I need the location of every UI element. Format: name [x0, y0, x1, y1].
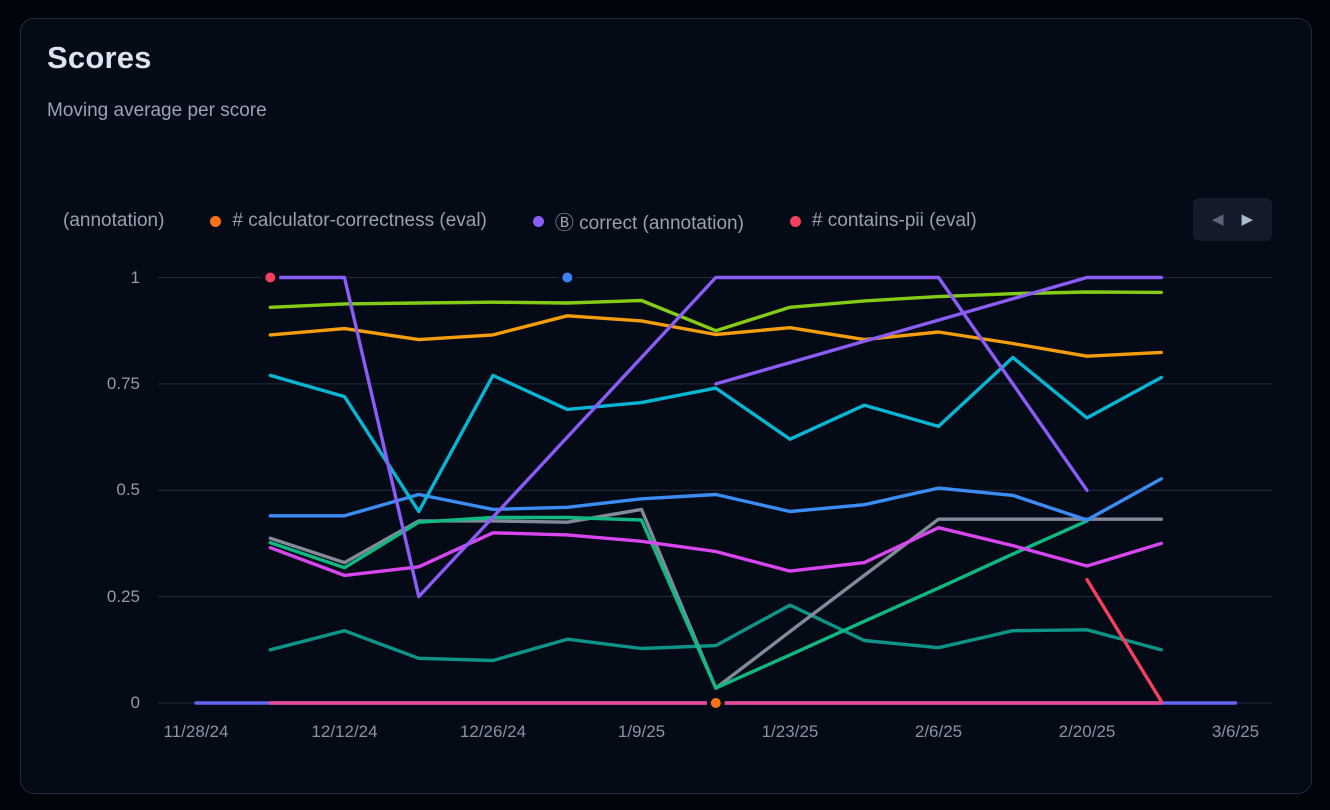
page-title: Scores — [47, 40, 152, 75]
series-blue-line — [268, 477, 1164, 522]
legend-item-label: # contains-pii (eval) — [811, 210, 977, 231]
x-axis-tick-label: 2/20/25 — [1058, 722, 1116, 741]
y-axis-tick-label: 0.75 — [106, 373, 140, 393]
legend-item-0[interactable]: (annotation) — [63, 210, 164, 232]
red-point-marker — [261, 268, 280, 287]
series-fuchsia-line — [268, 526, 1164, 578]
chevron-right-icon: ▶ — [1241, 211, 1254, 228]
legend-dot-icon — [789, 215, 801, 227]
x-axis-tick-label: 12/26/24 — [459, 722, 527, 741]
x-axis-tick-label: 1/9/25 — [617, 722, 666, 741]
series-emerald-line — [268, 515, 1089, 690]
legend-next-button[interactable]: ▶ — [1238, 210, 1258, 229]
y-axis-tick-label: 0 — [130, 693, 140, 712]
legend-item-label: (annotation) — [63, 210, 165, 231]
legend-item-label: Ⓑ correct (annotation) — [554, 212, 744, 234]
legend-item-2[interactable]: Ⓑ correct (annotation) — [532, 208, 744, 235]
chevron-left-icon: ◀ — [1211, 211, 1224, 228]
series-red-line — [1085, 577, 1164, 703]
x-axis-tick-label: 2/6/25 — [914, 722, 963, 741]
page-subtitle: Moving average per score — [47, 100, 267, 121]
legend-dot-icon — [210, 215, 222, 227]
scores-card — [20, 18, 1312, 794]
legend-item-1[interactable]: # calculator-correctness (eval) — [210, 210, 487, 232]
legend-scroll-nav: ◀ ▶ — [1193, 198, 1272, 241]
legend-item-3[interactable]: # contains-pii (eval) — [789, 210, 977, 232]
legend-item-label: # calculator-correctness (eval) — [232, 210, 487, 231]
y-axis-tick-label: 0.5 — [116, 480, 140, 500]
x-axis-tick-label: 3/6/25 — [1211, 722, 1260, 741]
legend: (annotation) # calculator-correctness (ev… — [63, 205, 977, 237]
legend-dot-icon — [532, 215, 544, 227]
blue-point-marker — [558, 268, 577, 287]
series-violet-line-b — [714, 275, 1164, 386]
x-axis-tick-label: 12/12/24 — [311, 722, 378, 741]
legend-prev-button[interactable]: ◀ — [1208, 210, 1228, 229]
y-axis-tick-label: 0.25 — [106, 586, 140, 606]
series-cyan-line — [268, 355, 1164, 514]
orange-point-marker — [706, 694, 725, 712]
series-violet-line-a — [268, 275, 1089, 599]
series-amber-line — [268, 314, 1164, 358]
x-axis-tick-label: 1/23/25 — [761, 722, 819, 741]
series-teal-line — [268, 603, 1164, 663]
series-lime-line — [268, 290, 1164, 333]
x-axis-tick-label: 11/28/24 — [163, 722, 229, 741]
y-axis-tick-label: 1 — [130, 267, 140, 287]
